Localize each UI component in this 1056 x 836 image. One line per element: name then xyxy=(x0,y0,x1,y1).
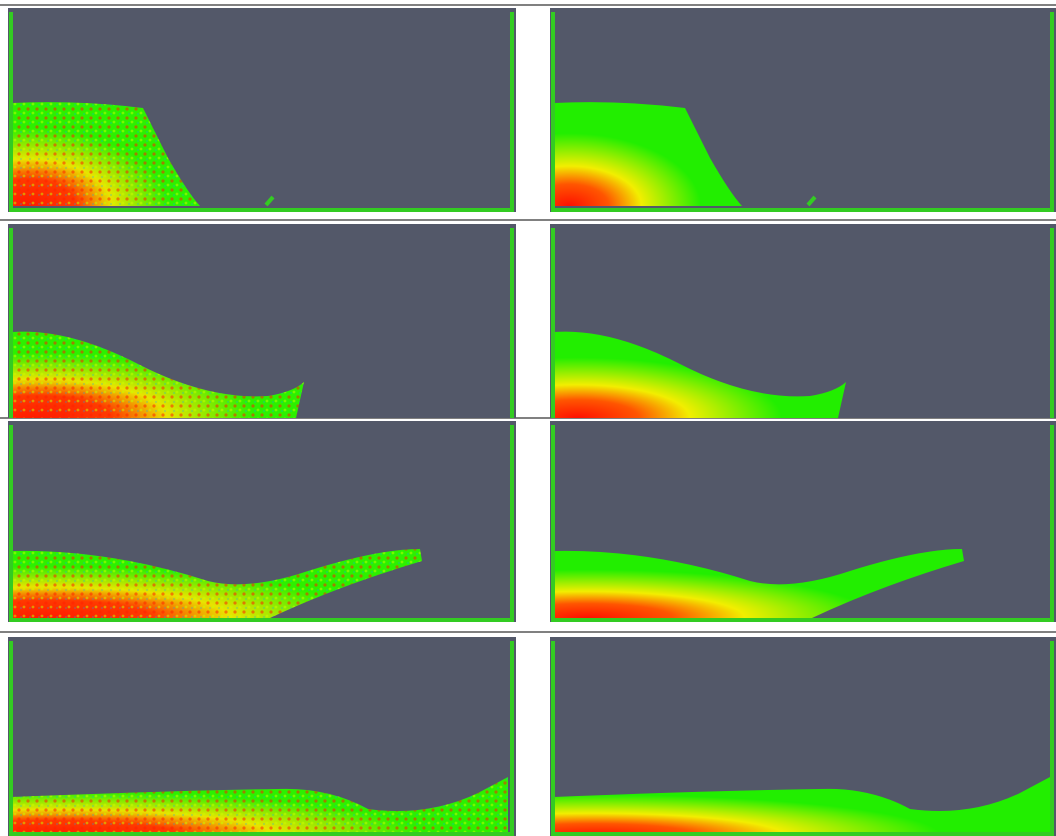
panel xyxy=(8,637,516,836)
panel xyxy=(8,421,516,622)
panel xyxy=(550,421,1056,622)
simulation-grid xyxy=(0,0,1056,836)
panel xyxy=(8,224,516,418)
panel xyxy=(550,224,1056,418)
panel xyxy=(550,8,1056,212)
panel xyxy=(550,637,1056,836)
panel xyxy=(8,8,516,212)
